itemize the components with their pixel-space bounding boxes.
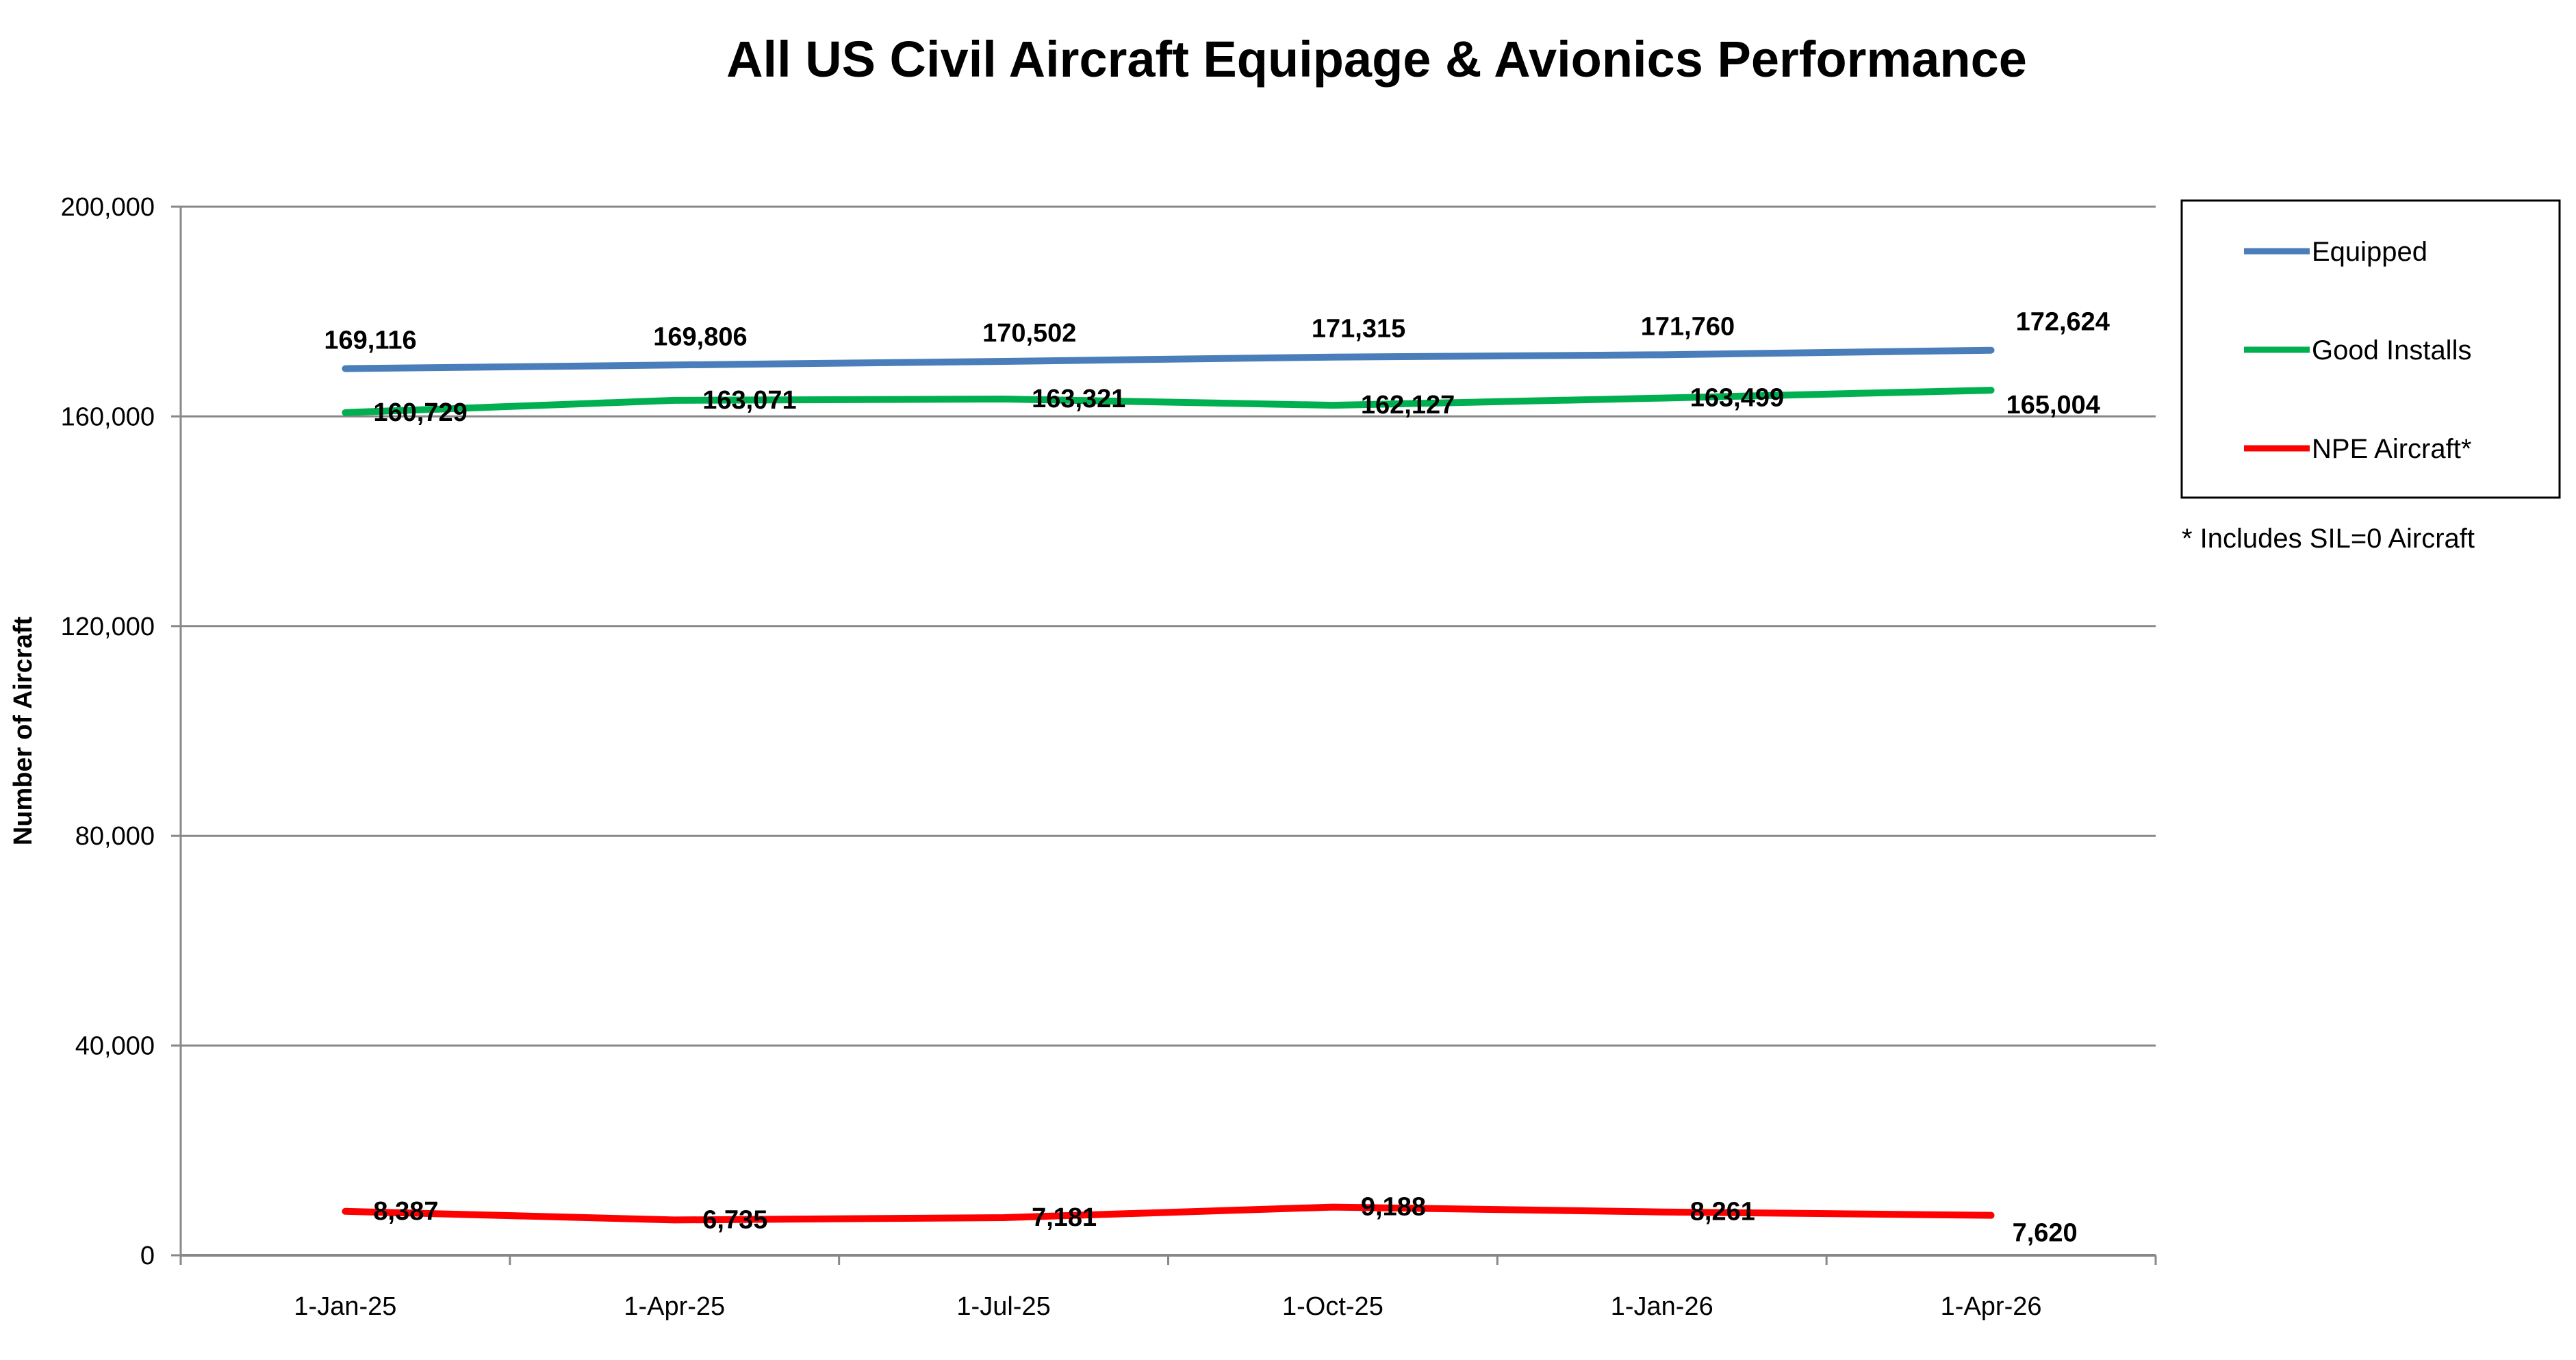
y-tick-label: 160,000 xyxy=(61,402,155,431)
data-label: 7,181 xyxy=(1032,1203,1097,1232)
legend: Equipped Good Installs NPE Aircraft* xyxy=(2180,199,2561,499)
data-label: 169,806 xyxy=(653,322,747,351)
x-tick-label: 1-Apr-25 xyxy=(624,1292,725,1321)
data-label: 8,387 xyxy=(373,1197,438,1226)
chart-title: All US Civil Aircraft Equipage & Avionic… xyxy=(726,31,2027,88)
data-label: 162,127 xyxy=(1361,391,1455,420)
x-tick-label: 1-Oct-25 xyxy=(1282,1292,1383,1321)
y-tick-label: 200,000 xyxy=(61,193,155,222)
legend-label-equipped: Equipped xyxy=(2312,237,2427,267)
series-line-npe-aircraft xyxy=(342,1203,1995,1224)
data-label: 171,315 xyxy=(1312,315,1405,344)
data-label: 7,620 xyxy=(2013,1219,2078,1248)
gridlines xyxy=(181,205,2156,1047)
data-label: 163,499 xyxy=(1690,384,1784,413)
x-tick-label: 1-Jan-26 xyxy=(1611,1292,1713,1321)
x-tick-label: 1-Jan-25 xyxy=(294,1292,396,1321)
data-label: 6,735 xyxy=(702,1205,767,1234)
data-label: 172,624 xyxy=(2016,308,2110,337)
x-tick-label: 1-Apr-26 xyxy=(1941,1292,2042,1321)
data-label: 169,116 xyxy=(324,326,416,355)
legend-label-npe-aircraft: NPE Aircraft* xyxy=(2312,434,2471,464)
data-label: 171,760 xyxy=(1641,312,1735,341)
data-labels: 169,116 169,806 170,502 171,315 171,760 172,6… xyxy=(324,308,2110,1248)
data-label: 9,188 xyxy=(1361,1193,1426,1222)
data-label: 163,321 xyxy=(1032,385,1125,413)
x-tick-label: 1-Jul-25 xyxy=(956,1292,1050,1321)
y-tick-label: 120,000 xyxy=(61,613,155,641)
y-tick-label: 0 xyxy=(140,1242,155,1270)
y-tick-label: 80,000 xyxy=(75,822,155,851)
legend-note: * Includes SIL=0 Aircraft xyxy=(2182,524,2475,554)
axes: 0 40,000 80,000 120,000 160,000 200,000 1-Jan-… xyxy=(61,193,2157,1321)
y-axis-label: Number of Aircraft xyxy=(9,617,38,846)
series-line-equipped xyxy=(342,346,1995,372)
data-label: 170,502 xyxy=(982,319,1076,348)
data-label: 165,004 xyxy=(2006,391,2100,420)
series-line-good-installs xyxy=(342,387,1995,416)
data-label: 160,729 xyxy=(373,398,467,427)
legend-label-good-installs: Good Installs xyxy=(2312,335,2471,365)
data-label: 8,261 xyxy=(1690,1198,1755,1227)
data-label: 163,071 xyxy=(702,386,796,415)
series-lines xyxy=(342,346,1995,1224)
y-tick-label: 40,000 xyxy=(75,1032,155,1061)
